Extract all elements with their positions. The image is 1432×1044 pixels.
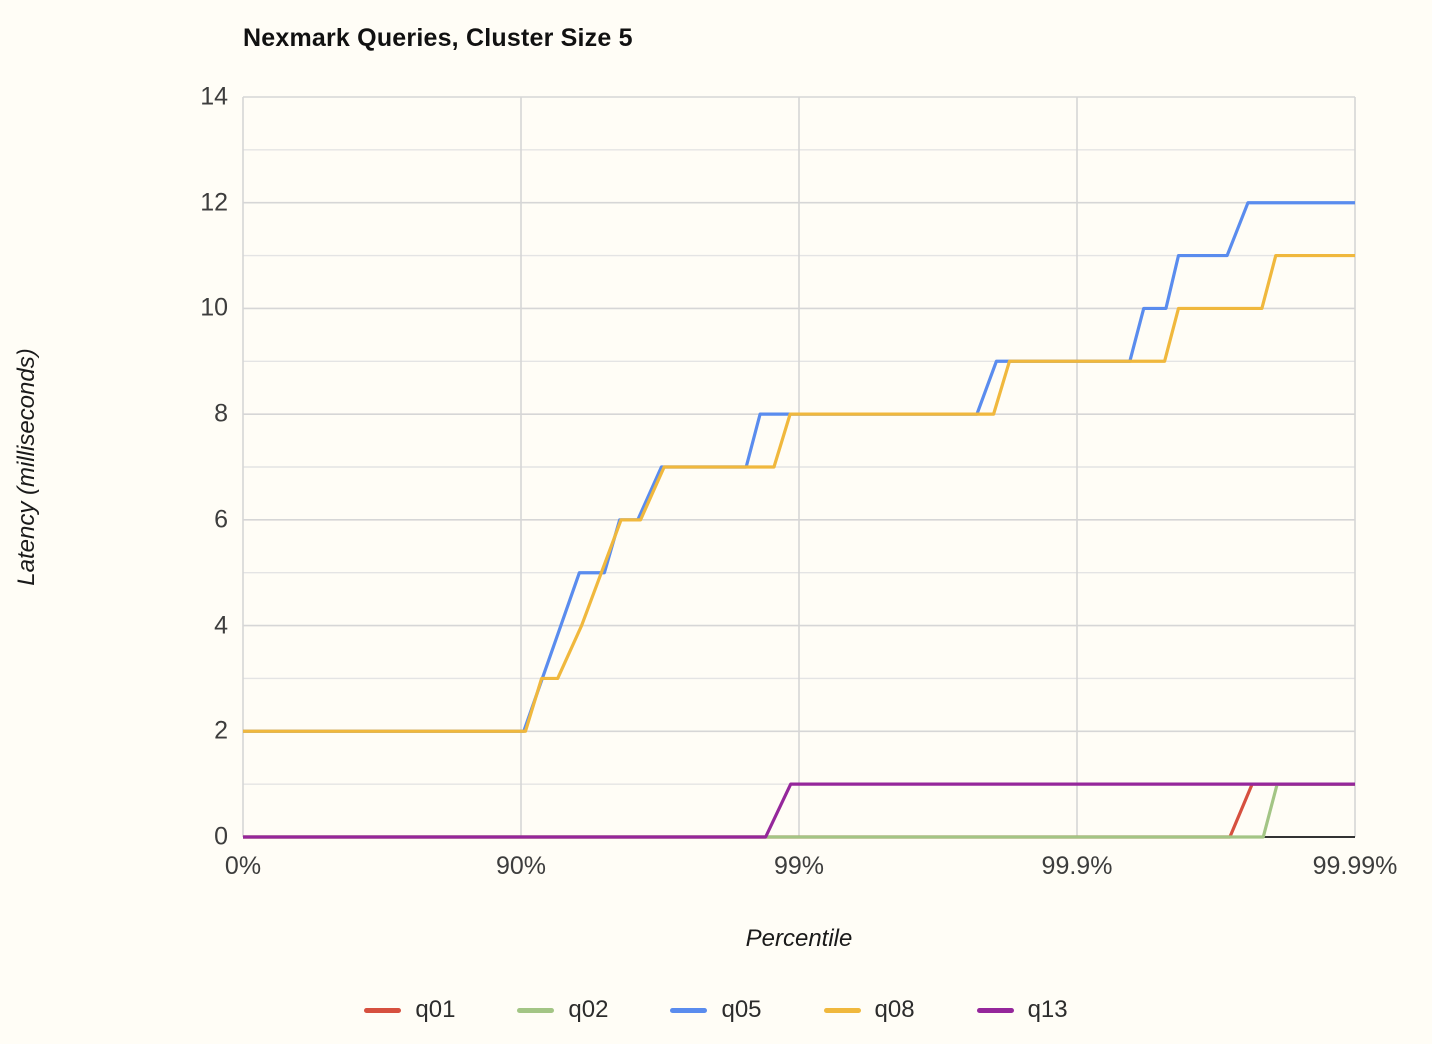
- x-tick-label: 99.99%: [1312, 852, 1398, 880]
- legend-item-q02: q02: [517, 996, 608, 1024]
- legend: q01 q02 q05 q08 q13: [0, 996, 1432, 1024]
- x-axis-title: Percentile: [745, 925, 853, 952]
- legend-item-q05: q05: [670, 996, 762, 1024]
- legend-swatch-q13: [976, 1007, 1014, 1013]
- y-tick-label: 2: [214, 716, 228, 745]
- chart-title: Nexmark Queries, Cluster Size 5: [243, 24, 633, 52]
- legend-label: q01: [415, 996, 456, 1023]
- x-tick-label: 99.9%: [1041, 852, 1113, 880]
- legend-swatch-q08: [823, 1007, 861, 1013]
- y-axis-title: Latency (milliseconds): [13, 348, 40, 586]
- x-tick-label: 90%: [495, 852, 547, 880]
- y-tick-label: 12: [200, 188, 228, 217]
- legend-swatch-q02: [517, 1007, 555, 1013]
- x-tick-label: 0%: [224, 852, 262, 880]
- legend-label: q13: [1027, 996, 1068, 1023]
- x-tick-label: 99%: [773, 852, 825, 880]
- y-tick-label: 14: [200, 82, 228, 111]
- y-tick-label: 6: [214, 505, 228, 534]
- legend-label: q08: [874, 996, 915, 1023]
- y-tick-label: 4: [214, 611, 228, 640]
- legend-swatch-q05: [670, 1007, 708, 1013]
- legend-item-q08: q08: [823, 996, 915, 1024]
- legend-label: q02: [568, 996, 609, 1023]
- legend-swatch-q01: [364, 1007, 402, 1013]
- series-line-q13: [243, 782, 1355, 839]
- y-tick-label: 0: [214, 822, 228, 851]
- y-tick-label: 10: [200, 293, 228, 322]
- legend-label: q05: [721, 996, 762, 1023]
- legend-item-q13: q13: [976, 996, 1068, 1024]
- series-line-q08: [243, 253, 1355, 733]
- legend-item-q01: q01: [364, 996, 455, 1024]
- y-tick-label: 8: [214, 399, 228, 428]
